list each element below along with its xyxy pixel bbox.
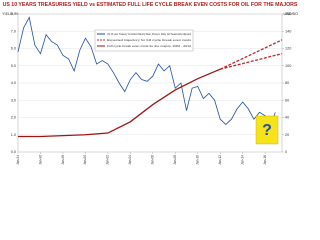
y2-tick-label: 60	[285, 98, 289, 102]
y2-tick-label: 80	[285, 81, 289, 85]
y-tick-label: 3.0	[11, 98, 16, 102]
chart: US 10 YEARS TREASURIES YIELD vs ESTIMATE…	[2, 2, 298, 165]
x-tick-label: Jan-94	[16, 155, 20, 165]
y2-tick-label: 100	[285, 64, 291, 68]
legend-label: US 10 year Treasury Constant Maturity Ra…	[107, 32, 191, 36]
x-tick-label: Jan-06	[151, 155, 155, 165]
y2-tick-label: 140	[285, 29, 291, 33]
y-tick-label: 1.0	[11, 133, 16, 137]
y-tick-label: 5.0	[11, 64, 16, 68]
y2-tick-label: 40	[285, 116, 289, 120]
y-tick-label: 8.0	[11, 12, 16, 16]
y-tick-label: 6.0	[11, 47, 16, 51]
legend	[94, 29, 194, 52]
y2-tick-label: 0	[285, 150, 287, 154]
annotation: ?	[262, 122, 272, 139]
y2-axis-label: USD/BO	[283, 12, 298, 16]
series-line	[219, 39, 283, 70]
chart-title: US 10 YEARS TREASURIES YIELD vs ESTIMATE…	[3, 2, 298, 8]
x-tick-label: Jan-08	[173, 155, 177, 165]
legend-label: Expected trajectory for full cycle break…	[107, 38, 192, 42]
x-tick-label: Jan-12	[218, 155, 222, 165]
x-tick-label: Jan-10	[196, 155, 200, 165]
y-axis-label: YIELD, %	[2, 12, 19, 16]
y-tick-label: 7.0	[11, 29, 16, 33]
annotation-box	[255, 115, 279, 145]
x-tick-label: Jan-98	[61, 155, 65, 165]
y-tick-label: 4.0	[11, 81, 16, 85]
series-line	[220, 53, 283, 70]
y-tick-label: 0.0	[11, 150, 16, 154]
legend-label: Full cycle break even costs for the majo…	[107, 44, 191, 48]
x-tick-label: Jan-16	[263, 155, 267, 165]
x-tick-label: Jan-04	[128, 155, 132, 165]
series-line	[18, 68, 221, 138]
x-tick-label: Jan-00	[83, 155, 87, 165]
x-tick-label: Jan-14	[241, 155, 245, 165]
y-tick-label: 2.0	[11, 116, 16, 120]
y2-tick-label: 120	[285, 47, 291, 51]
series-line	[17, 16, 276, 128]
y2-tick-label: 160	[285, 12, 291, 16]
y2-tick-label: 20	[285, 133, 289, 137]
x-tick-label: Jan-96	[38, 155, 42, 165]
x-tick-label: Jan-02	[106, 155, 110, 165]
